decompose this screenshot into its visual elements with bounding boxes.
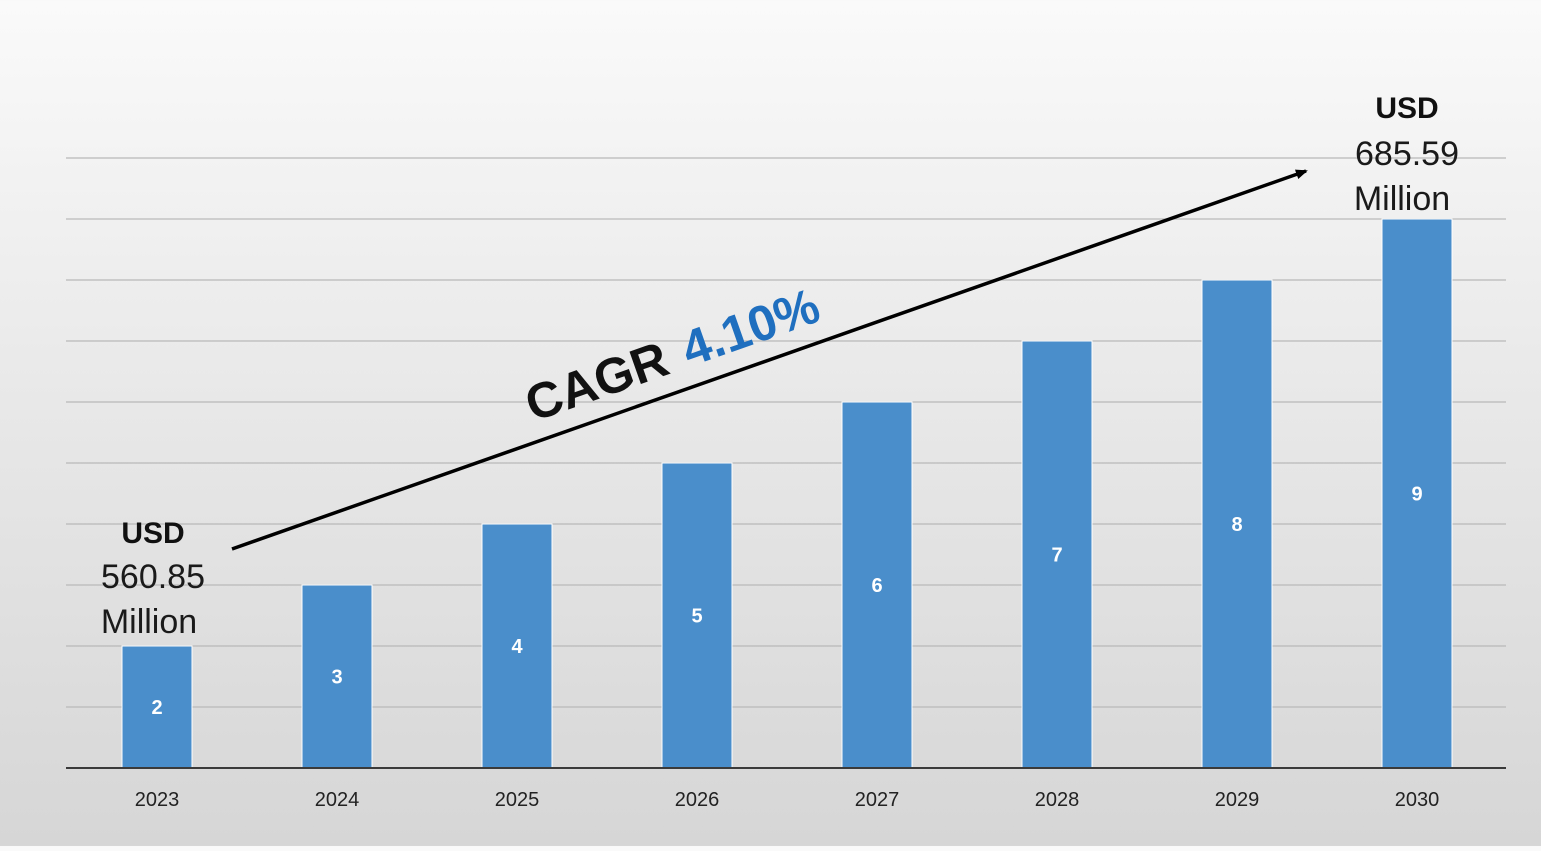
bar-2026	[661, 462, 733, 769]
bar-value-label-2030: 9	[1411, 484, 1422, 506]
bar-2030	[1381, 218, 1453, 769]
bar-value-label-2023: 2	[151, 697, 162, 719]
bar-value-label-2024: 3	[331, 667, 342, 689]
start-value: 560.85	[101, 558, 205, 596]
bar-value-label-2028: 7	[1051, 545, 1062, 567]
bar-2024	[301, 584, 373, 769]
bar-2025	[481, 523, 553, 769]
x-tick-label-2024: 2024	[315, 789, 360, 811]
bar-2027	[841, 401, 913, 769]
bar-2023	[121, 645, 193, 769]
cagr-value: 4.10%	[674, 277, 826, 377]
bar-2029	[1201, 279, 1273, 769]
x-tick-label-2030: 2030	[1395, 789, 1440, 811]
x-tick-labels: 2023 2024 2025 2026 2027 2028 2029 2030	[135, 789, 1440, 811]
end-unit: Million	[1354, 180, 1450, 218]
start-currency: USD	[121, 517, 184, 550]
x-tick-label-2023: 2023	[135, 789, 180, 811]
x-tick-label-2027: 2027	[855, 789, 900, 811]
start-unit: Million	[101, 603, 197, 641]
bar-value-label-2029: 8	[1231, 514, 1242, 536]
bar-value-label-2027: 6	[871, 575, 882, 597]
gridlines	[66, 157, 1506, 708]
cagr-label-word: CAGR	[518, 331, 675, 433]
x-tick-label-2028: 2028	[1035, 789, 1080, 811]
end-value-annotation: USD 685.59 Million	[1354, 92, 1459, 218]
bars: 2 3 4 5 6 7 8 9	[121, 218, 1453, 769]
end-value: 685.59	[1355, 135, 1459, 173]
end-currency: USD	[1375, 92, 1438, 125]
cagr-trend-arrow	[231, 169, 1308, 551]
bar-value-label-2025: 4	[511, 636, 523, 658]
start-value-annotation: USD 560.85 Million	[101, 517, 205, 641]
x-tick-label-2029: 2029	[1215, 789, 1260, 811]
x-tick-label-2025: 2025	[495, 789, 540, 811]
bar-value-label-2026: 5	[691, 606, 702, 628]
x-tick-label-2026: 2026	[675, 789, 720, 811]
